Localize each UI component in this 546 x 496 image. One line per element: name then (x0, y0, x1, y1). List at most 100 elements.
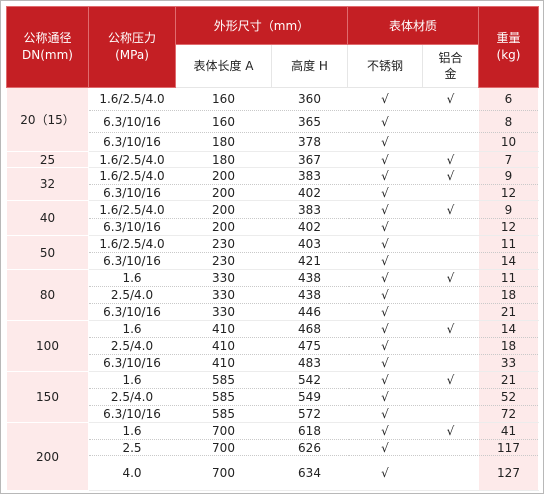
height-cell: 360 (271, 87, 348, 111)
height-cell: 549 (271, 388, 348, 406)
table-row: 6.3/10/16 585 572 √ 72 (7, 405, 539, 423)
stainless-cell: √ (347, 354, 423, 372)
aluminum-cell: √ (422, 167, 479, 185)
length-cell: 180 (175, 151, 272, 168)
stainless-cell: √ (347, 218, 423, 236)
weight-cell: 18 (478, 337, 539, 355)
weight-cell: 9 (478, 167, 539, 185)
stainless-cell: √ (347, 200, 423, 219)
height-cell: 403 (271, 235, 348, 253)
header-aluminum-label: 铝合金 (438, 51, 463, 81)
aluminum-cell (422, 455, 479, 491)
pressure-cell: 1.6/2.5/4.0 (88, 151, 176, 168)
stainless-cell: √ (347, 151, 423, 168)
aluminum-cell (422, 252, 479, 270)
aluminum-cell: √ (422, 87, 479, 111)
length-cell: 230 (175, 235, 272, 253)
header-weight-line2: (kg) (496, 48, 521, 62)
table-row: 32 1.6/2.5/4.0 200 383 √ √ 9 (6, 167, 539, 201)
table-row: 20（15） 1.6/2.5/4.0 160 360 √ √ 6 (6, 87, 539, 152)
height-cell: 542 (271, 371, 348, 389)
header-weight-line1: 重量 (496, 31, 521, 45)
length-cell: 700 (175, 439, 272, 456)
aluminum-cell (422, 354, 479, 372)
weight-cell: 12 (478, 218, 539, 236)
weight-cell: 21 (478, 371, 539, 389)
table-row: 150 1.6 585 542 √ √ 21 (6, 371, 539, 423)
pressure-cell: 1.6/2.5/4.0 (88, 235, 176, 253)
pressure-cell: 4.0 (88, 455, 176, 491)
pressure-cell: 2.5 (88, 439, 176, 456)
table-row: 2.5/4.0 330 438 √ 18 (7, 286, 539, 304)
stainless-cell: √ (347, 110, 423, 133)
table-body: 20（15） 1.6/2.5/4.0 160 360 √ √ 6 6.3/10/16 160 36… (6, 87, 539, 491)
pressure-cell: 6.3/10/16 (88, 218, 176, 236)
weight-cell: 41 (478, 422, 539, 440)
height-cell: 367 (271, 151, 348, 168)
aluminum-cell (422, 110, 479, 133)
stainless-cell: √ (347, 269, 423, 287)
dn-cell: 20（15） (6, 87, 89, 152)
aluminum-cell (422, 132, 479, 152)
weight-cell: 117 (478, 439, 539, 456)
dn-cell: 150 (6, 371, 89, 423)
weight-cell: 21 (478, 303, 539, 321)
stainless-cell: √ (347, 303, 423, 321)
weight-cell: 72 (478, 405, 539, 423)
weight-cell: 52 (478, 388, 539, 406)
pressure-cell: 1.6/2.5/4.0 (88, 200, 176, 219)
header-height: 高度 H (271, 44, 348, 88)
table-row: 6.3/10/16 410 483 √ 33 (7, 354, 539, 372)
header-pn: 公称压力 (MPa) (88, 6, 176, 88)
table-row: 25 1.6/2.5/4.0 180 367 √ √ 7 (6, 151, 539, 168)
length-cell: 410 (175, 337, 272, 355)
stainless-cell: √ (347, 422, 423, 440)
table-row: 200 1.6 700 618 √ √ 41 (6, 422, 539, 491)
stainless-cell: √ (347, 235, 423, 253)
length-cell: 585 (175, 371, 272, 389)
pressure-cell: 1.6 (88, 269, 176, 287)
header-dn: 公称通径 DN(mm) (6, 6, 89, 88)
aluminum-cell: √ (422, 151, 479, 168)
aluminum-cell (422, 286, 479, 304)
weight-cell: 6 (478, 87, 539, 111)
aluminum-cell: √ (422, 269, 479, 287)
height-cell: 402 (271, 184, 348, 201)
pressure-cell: 1.6/2.5/4.0 (88, 167, 176, 185)
table-row: 6.3/10/16 230 421 √ 14 (7, 252, 539, 270)
pressure-cell: 2.5/4.0 (88, 337, 176, 355)
pressure-cell: 1.6 (88, 371, 176, 389)
aluminum-cell: √ (422, 200, 479, 219)
dn-cell: 200 (6, 422, 89, 491)
stainless-cell: √ (347, 320, 423, 338)
stainless-cell: √ (347, 388, 423, 406)
pressure-cell: 6.3/10/16 (88, 184, 176, 201)
weight-cell: 14 (478, 252, 539, 270)
table-row: 50 1.6/2.5/4.0 230 403 √ 11 (6, 235, 539, 270)
stainless-cell: √ (347, 87, 423, 111)
pressure-cell: 1.6 (88, 320, 176, 338)
dn-cell: 25 (6, 151, 89, 168)
table-row: 4.0 700 634 √ 127 (7, 455, 539, 491)
height-cell: 618 (271, 422, 348, 440)
pressure-cell: 2.5/4.0 (88, 286, 176, 304)
height-cell: 475 (271, 337, 348, 355)
dn-cell: 80 (6, 269, 89, 321)
height-cell: 468 (271, 320, 348, 338)
pressure-cell: 6.3/10/16 (88, 252, 176, 270)
header-weight: 重量 (kg) (478, 6, 539, 88)
height-cell: 383 (271, 167, 348, 185)
table-row: 2.5/4.0 410 475 √ 18 (7, 337, 539, 355)
aluminum-cell: √ (422, 422, 479, 440)
aluminum-cell (422, 388, 479, 406)
table-row: 6.3/10/16 160 365 √ 8 (7, 110, 539, 133)
header-aluminum: 铝合金 (422, 44, 479, 88)
length-cell: 585 (175, 405, 272, 423)
length-cell: 410 (175, 320, 272, 338)
length-cell: 180 (175, 132, 272, 152)
aluminum-cell (422, 235, 479, 253)
height-cell: 438 (271, 269, 348, 287)
height-cell: 383 (271, 200, 348, 219)
length-cell: 700 (175, 422, 272, 440)
weight-cell: 7 (478, 151, 539, 168)
